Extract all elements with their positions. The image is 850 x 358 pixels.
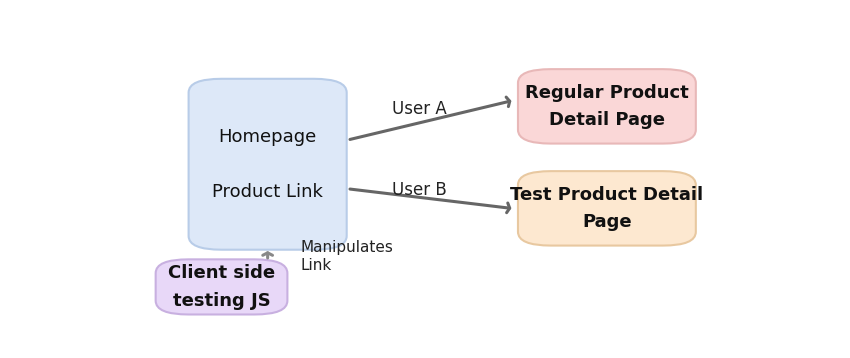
- Text: Homepage: Homepage: [218, 128, 317, 146]
- Text: User B: User B: [392, 182, 446, 199]
- Text: Page: Page: [582, 213, 632, 231]
- Text: Test Product Detail: Test Product Detail: [510, 185, 704, 204]
- Text: Product Link: Product Link: [212, 183, 323, 201]
- Text: User A: User A: [392, 100, 446, 118]
- Text: Manipulates
Link: Manipulates Link: [301, 240, 394, 273]
- Text: Regular Product: Regular Product: [525, 83, 688, 102]
- Text: Client side: Client side: [168, 264, 275, 282]
- FancyBboxPatch shape: [156, 259, 287, 314]
- Text: testing JS: testing JS: [173, 292, 270, 310]
- Text: Detail Page: Detail Page: [549, 111, 665, 129]
- FancyBboxPatch shape: [518, 69, 696, 144]
- FancyBboxPatch shape: [189, 79, 347, 250]
- FancyBboxPatch shape: [518, 171, 696, 246]
